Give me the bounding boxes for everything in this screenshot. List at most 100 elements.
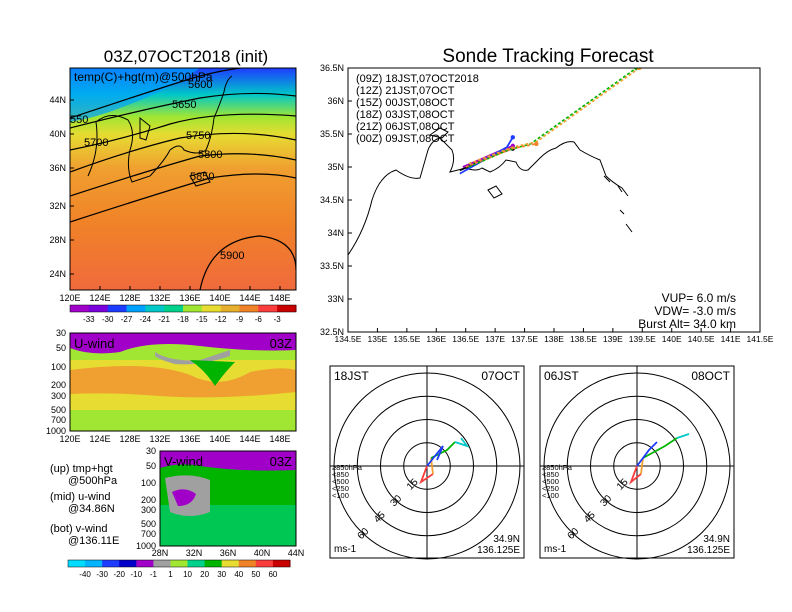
map-lon-label: 136E [179,293,200,303]
map-lat-label: 40N [49,129,66,139]
temp-colorbar-label: -3 [274,315,282,324]
map-lat-label: 28N [49,235,66,245]
hodo-loc-lat: 34.9N [493,534,520,545]
uwind-p-label: 300 [51,391,66,401]
map-lat-label: 36N [49,163,66,173]
track-lon-label: 140.5E [688,334,715,344]
note-up-line1: (up) tmp+hgt [50,463,113,475]
left-notes: (up) tmp+hgt @500hPa (mid) u-wind @34.86… [50,463,119,547]
vwind-p-label: 1000 [136,541,156,551]
track-params: VUP= 6.0 m/s VDW= -3.0 m/s Burst Alt= 34… [638,291,736,331]
wind-colorbar-swatch [272,560,291,567]
temp-colorbar-label: -6 [255,315,263,324]
hodo-level-legend: <850 [542,470,559,479]
track-lat-label: 36.5N [320,63,344,73]
uwind-lon-label: 124E [89,434,110,444]
track-lon-label: 136.5E [452,334,479,344]
wind-colorbar-label: -10 [131,570,143,579]
hgt-contour-5600 [70,68,241,119]
temp-colorbar-label: -33 [83,315,95,324]
track-legend: (09Z) 18JST,07OCT2018(12Z) 21JST,07OCT(1… [356,73,479,145]
wind-colorbar-label: -1 [150,570,158,579]
hodo-date: 08OCT [691,369,730,383]
uwind-p-label: 100 [51,362,66,372]
track-lat-label: 32.5N [320,327,344,337]
uwind-lon-ticks: 120E 124E 128E 132E 136E 140E 144E 148E [59,434,290,444]
uwind-p-label: 30 [56,328,66,338]
map-lon-label: 132E [149,293,170,303]
contour-label-5900: 5900 [220,250,244,262]
wind-colorbar-swatch [255,560,274,567]
wind-colorbar-label: 60 [268,570,277,579]
vwind-lat-ticks: 28N 32N 36N 40N 44N [152,548,305,558]
map-lat-label: 44N [49,95,66,105]
note-up-line2: @500hPa [68,475,118,487]
uwind-lon-label: 128E [119,434,140,444]
track-lon-label: 141.5E [747,334,774,344]
track-lines [459,68,642,175]
map-overlay-label: temp(C)+hgt(m)@500hPa [74,70,213,84]
track-lat-label: 34N [327,228,344,238]
temp-colorbar-swatch [258,305,278,312]
vwind-p-label: 700 [141,529,156,539]
track-coastline [348,127,633,256]
hodo-trace [676,433,690,439]
temp-colorbar-label: -15 [196,315,208,324]
uwind-easterly-top [70,333,296,354]
uwind-p-label: 1000 [46,426,66,436]
track-lon-ticks: 134.5E 135E 135.5E 136E 136.5E 137E 137.5E 138E… [335,328,774,344]
map-lon-label: 124E [89,293,110,303]
track-legend-item: (09Z) 18JST,07OCT2018 [356,73,479,85]
track-lat-label: 33.5N [320,261,344,271]
hodo-level-legend: <850 [332,470,349,479]
hodo-date: 07OCT [481,369,520,383]
temp-colorbar-swatch [145,305,165,312]
temp-map-frame [69,67,297,291]
wind-colorbar-label: 20 [200,570,209,579]
note-mid-line1: (mid) u-wind [50,491,111,503]
hgt-contour-5900 [199,235,296,290]
uwind-surface-trough [190,360,235,386]
wind-colorbar-label: -30 [96,570,108,579]
track-lon-label: 139E [603,334,623,344]
uwind-lon-label: 144E [239,434,260,444]
hodo-level-legend: <100 [542,491,559,500]
contour-label-5750: 5750 [186,130,210,142]
hgt-contour-5700 [70,113,296,151]
uwind-frame [69,332,297,432]
map-lat-ticks: 44N 40N 36N 32N 28N 24N [49,95,74,279]
track-legend-item: (21Z) 06JST,08OCT [356,121,455,133]
track-lat-label: 34.5N [320,195,344,205]
hodo-unit: ms-1 [544,544,567,555]
track-lon-label: 135.5E [393,334,420,344]
vwind-p-label: 500 [141,519,156,529]
track-lat-ticks: 36.5N 36N 35.5N 35N 34.5N 34N 33.5N 33N 32.5N [320,63,352,337]
track-burst-point [534,141,539,147]
temp-colorbar-swatch [88,305,109,312]
map-lon-label: 144E [239,293,260,303]
temp-colorbar-label: -12 [215,315,227,324]
wind-colorbar-swatch [204,560,223,567]
map-lon-label: 140E [209,293,230,303]
track-legend-item: (12Z) 21JST,07OCT [356,85,455,97]
note-bot-line1: (bot) v-wind [50,523,107,535]
wind-colorbar-label: 30 [217,570,226,579]
track-lon-label: 138E [544,334,564,344]
param-burst-alt: Burst Alt= 34.0 km [638,317,736,331]
hodo-level-legend: <250 [542,484,559,493]
track-lon-label: 136E [426,334,446,344]
map-lon-label: 148E [269,293,290,303]
uwind-lon-label: 132E [149,434,170,444]
wind-colorbar-swatch [102,560,120,567]
hgt-contour-5800 [70,153,296,197]
param-vdw: VDW= -3.0 m/s [654,304,736,318]
wind-colorbar-label: 50 [251,570,260,579]
temp-colorbar-frame [69,304,297,313]
uwind-time: 03Z [270,336,292,351]
map-lat-label: 32N [49,201,66,211]
wind-colorbar-label: -20 [113,570,125,579]
